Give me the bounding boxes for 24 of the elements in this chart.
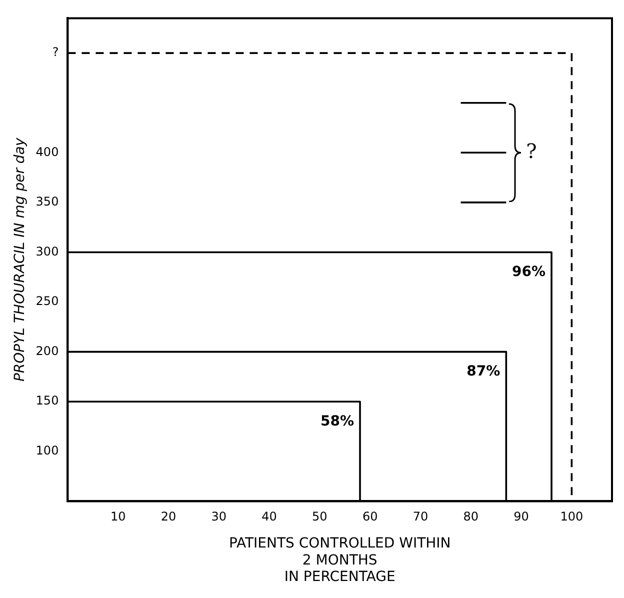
x-tick-label: 70 <box>412 510 428 524</box>
y-tick-label: 200 <box>36 344 59 358</box>
y-axis-title: PROPYL THOURACIL IN mg per day <box>12 137 28 382</box>
annotation: ? <box>526 138 537 163</box>
x-tick-label: 10 <box>110 510 126 524</box>
y-tick-label: 300 <box>36 244 59 258</box>
annotation: 58% <box>320 413 354 430</box>
y-tick-label: 350 <box>36 194 59 209</box>
y-tick-label: 400 <box>36 144 59 159</box>
annotation: 87% <box>466 363 500 380</box>
y-tick-label: 250 <box>36 294 59 308</box>
y-tick-label: 100 <box>36 444 59 458</box>
x-axis-title: PATIENTS CONTROLLED WITHIN 2 MONTHS IN PERCENTAGE <box>228 536 451 586</box>
x-tick-label: 90 <box>514 510 529 524</box>
x-tick-label: 40 <box>262 510 277 524</box>
annotation: 96% <box>512 264 546 280</box>
x-tick-label: 80 <box>463 510 479 524</box>
x-tick-label: 100 <box>560 510 584 524</box>
x-tick-label: 60 <box>362 510 378 524</box>
x-tick-label: 20 <box>160 510 176 524</box>
x-tick-label: 50 <box>312 510 328 524</box>
y-tick-label: 150 <box>36 394 59 408</box>
x-tick-label: 30 <box>211 510 227 524</box>
y-tick-label: ? <box>52 45 59 60</box>
